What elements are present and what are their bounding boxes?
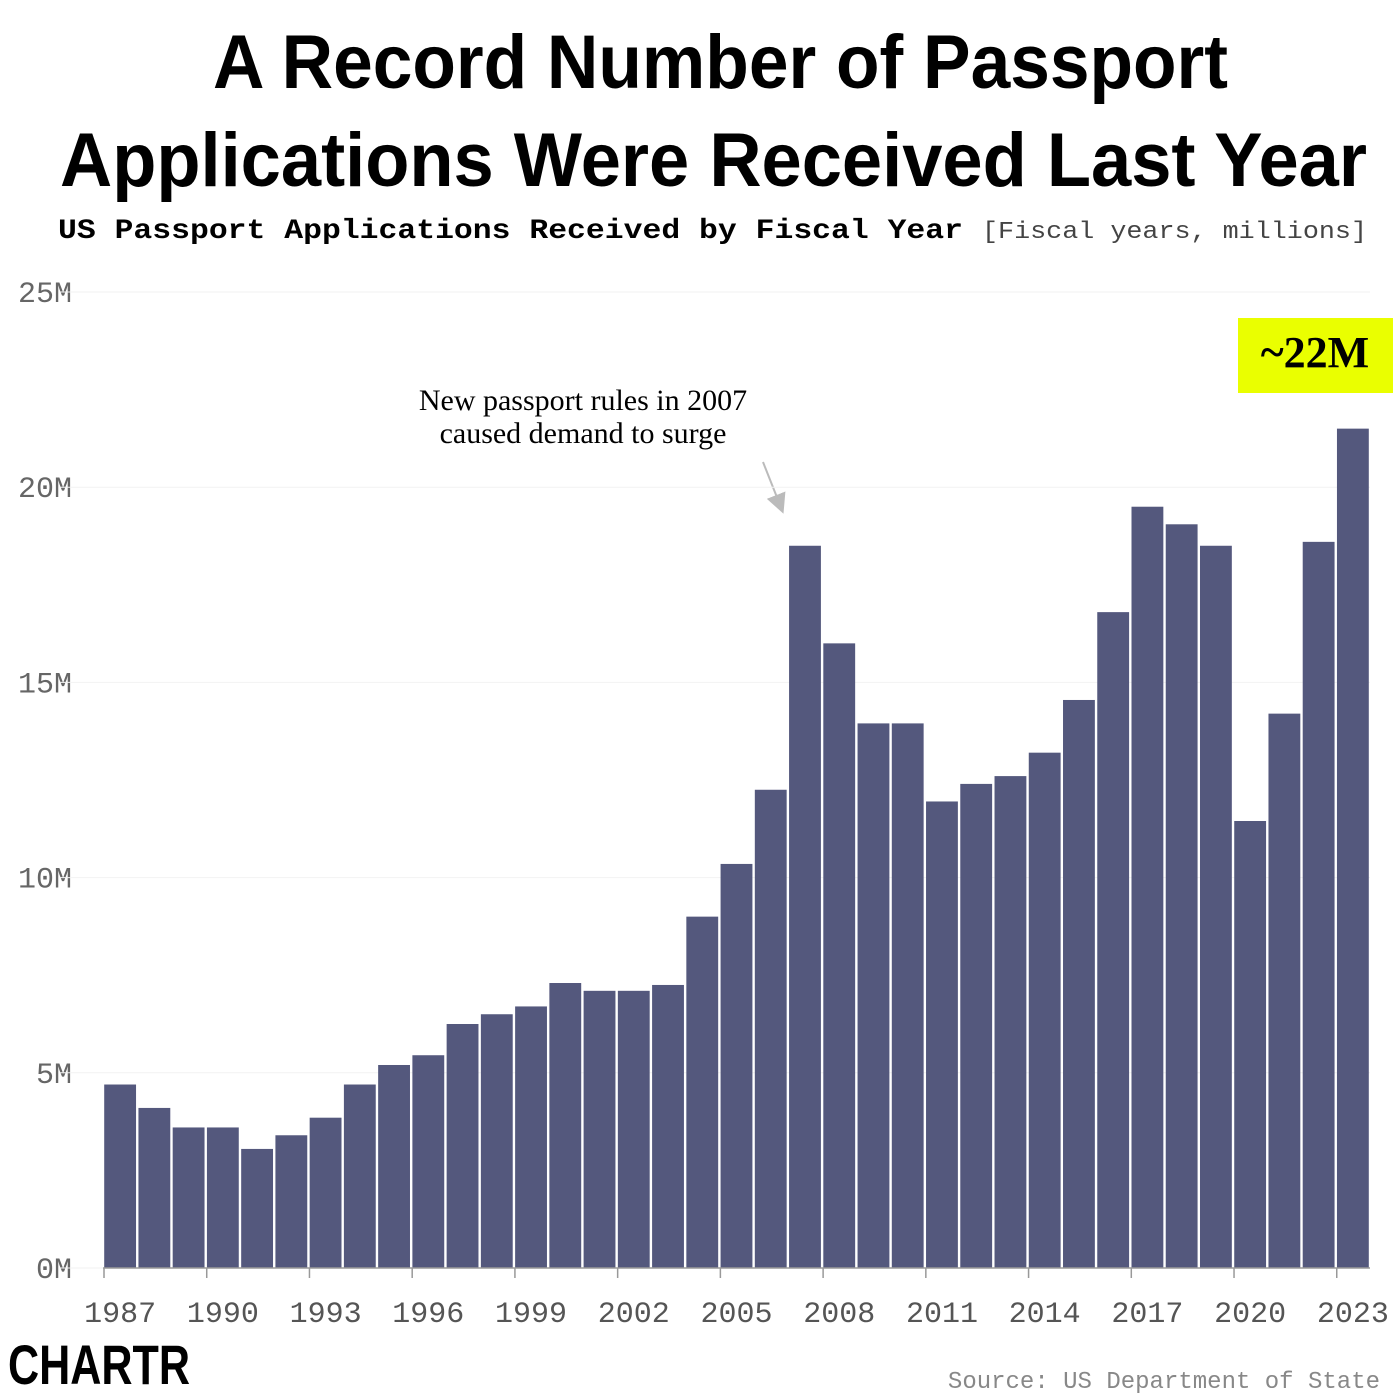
bar [617, 990, 650, 1268]
bar [343, 1084, 376, 1268]
bar [1199, 545, 1232, 1268]
y-tick-label: 5M [36, 1059, 72, 1093]
bar [309, 1117, 342, 1268]
bar [960, 783, 993, 1268]
x-tick-label: 1999 [495, 1298, 567, 1332]
annotation: New passport rules in 2007 [419, 384, 747, 417]
chart-title: Applications Were Received Last Year [60, 118, 1367, 203]
x-tick-label: 2005 [700, 1298, 772, 1332]
highlight-box [1238, 318, 1393, 393]
bar [549, 983, 582, 1268]
x-tick-label: 2002 [598, 1298, 670, 1332]
bar [857, 723, 890, 1268]
bar [652, 984, 684, 1268]
annotation-arrow [762, 461, 786, 514]
bar [823, 643, 856, 1268]
x-tick-label: 2020 [1214, 1298, 1286, 1332]
bar [1028, 752, 1061, 1268]
x-tick-label: 2014 [1009, 1298, 1081, 1332]
y-tick-label: 15M [18, 668, 72, 702]
bar [891, 723, 924, 1268]
x-tick-label: 1993 [290, 1298, 362, 1332]
bar [686, 916, 719, 1268]
x-tick-label: 1996 [392, 1298, 464, 1332]
source: Source: US Department of State [948, 1369, 1380, 1396]
unit-note: [Fiscal years, millions] [982, 219, 1367, 246]
bar [412, 1055, 445, 1268]
x-tick-label: 2017 [1111, 1298, 1183, 1332]
x-tick-label: 2023 [1317, 1298, 1389, 1332]
bar [446, 1024, 479, 1268]
bar [994, 776, 1027, 1268]
x-tick-label: 2011 [906, 1298, 978, 1332]
bar [1302, 541, 1335, 1268]
bar [1097, 612, 1130, 1268]
bar [1063, 699, 1095, 1268]
logo: CHARTR [8, 1333, 190, 1396]
bar [1165, 524, 1198, 1268]
bar [172, 1127, 205, 1268]
bar [275, 1135, 308, 1268]
bar [1268, 713, 1301, 1268]
bar [754, 789, 787, 1268]
bar [138, 1107, 171, 1268]
bar [206, 1127, 239, 1268]
bar [241, 1148, 274, 1268]
bar [1336, 428, 1369, 1268]
bar [480, 1014, 513, 1268]
bar [789, 545, 821, 1268]
bar [926, 801, 958, 1268]
x-tick-label: 1987 [84, 1298, 156, 1332]
bar [1234, 820, 1267, 1268]
y-tick-label: 0M [36, 1254, 72, 1288]
y-tick-label: 20M [18, 473, 72, 507]
annotation: caused demand to surge [440, 417, 727, 450]
bar [104, 1084, 137, 1268]
x-tick-label: 1990 [187, 1298, 259, 1332]
bar [583, 990, 616, 1268]
x-tick-label: 2008 [803, 1298, 875, 1332]
y-tick-label: 10M [18, 864, 72, 898]
highlight-label: ~22M [1261, 328, 1369, 377]
chart-subtitle: US Passport Applications Received by Fis… [58, 216, 963, 247]
bar [1131, 506, 1164, 1269]
y-tick-label: 25M [18, 278, 72, 312]
bar [720, 863, 753, 1268]
bar [378, 1064, 410, 1268]
chart-title: A Record Number of Passport [213, 20, 1228, 105]
bar [515, 1006, 547, 1268]
